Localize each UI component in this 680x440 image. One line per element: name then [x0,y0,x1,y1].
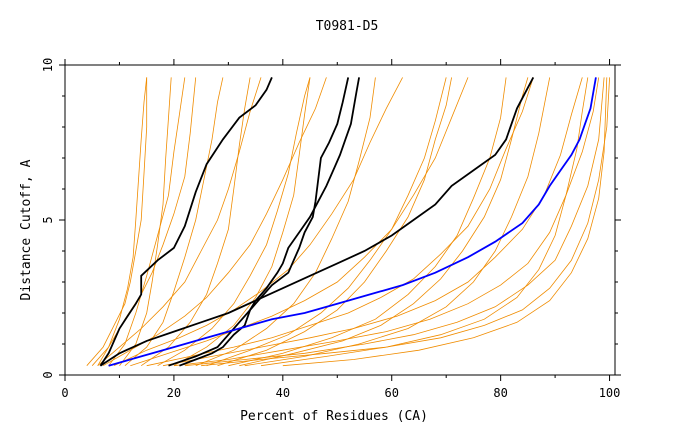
x-axis-label: Percent of Residues (CA) [240,409,428,424]
model-line-17 [217,77,452,367]
model-line-5 [113,77,403,367]
model-line-11 [201,77,610,367]
model-line-6 [130,77,469,367]
model-line-18 [228,77,507,367]
model-line-9 [173,77,600,367]
x-axis: 0 20 40 60 80 100 [61,59,620,400]
highlighted-model-lines [99,76,597,367]
model-line-24 [157,77,311,367]
chart-title: T0981-D5 [316,19,379,34]
highlight-line-4 [99,76,535,367]
model-line-26 [239,77,529,367]
y-axis-label: Distance Cutoff, A [19,159,34,300]
y-tick-label: 10 [41,58,55,72]
model-line-3 [97,77,262,367]
x-tick-label: 20 [167,386,181,400]
model-line-2 [91,77,197,366]
model-line-8 [162,77,583,367]
y-tick-label: 0 [41,371,55,378]
model-line-1 [86,77,148,366]
plot-area [64,64,616,376]
highlight-line-3 [179,77,360,367]
y-axis: 0 5 10 [41,58,621,379]
model-line-12 [119,77,172,366]
model-line-21 [282,77,608,367]
model-line-15 [173,77,311,367]
highlight-line-5 [108,77,597,367]
model-line-22 [97,77,148,366]
x-tick-label: 80 [493,386,507,400]
background-model-lines [86,77,610,367]
y-tick-label: 5 [41,216,55,223]
model-line-25 [206,77,447,367]
model-line-19 [244,77,551,367]
x-tick-label: 40 [276,386,290,400]
model-line-16 [195,77,376,367]
x-tick-label: 100 [599,386,621,400]
model-line-23 [124,77,224,367]
x-tick-label: 0 [61,386,68,400]
model-line-10 [184,77,605,367]
highlight-line-1 [99,77,273,367]
x-tick-label: 60 [385,386,399,400]
model-line-14 [140,77,251,367]
model-line-13 [108,77,186,366]
highlight-line-2 [168,77,350,367]
